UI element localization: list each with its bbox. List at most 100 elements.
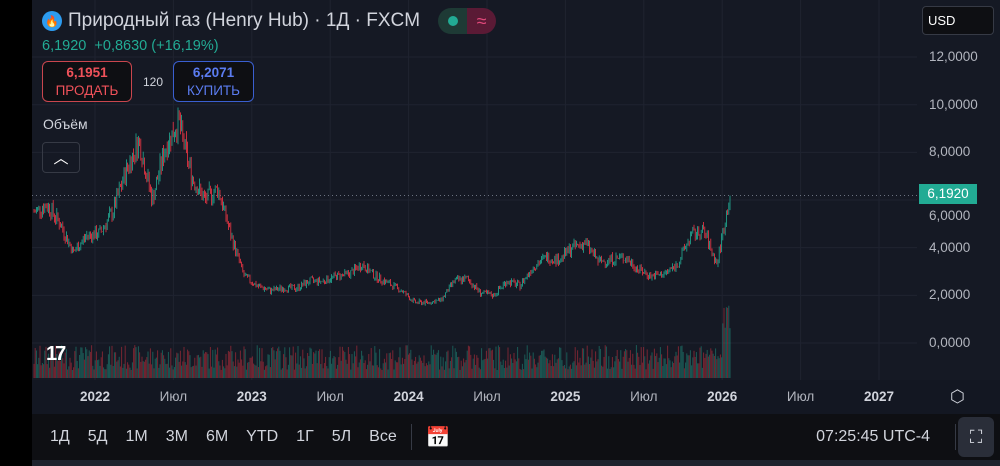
volume-bar — [223, 366, 225, 378]
volume-bar — [332, 358, 334, 378]
volume-bar — [273, 350, 275, 378]
range-button[interactable]: 5Д — [87, 428, 108, 445]
volume-bar — [565, 368, 567, 378]
range-button[interactable]: 3М — [165, 428, 188, 445]
volume-bar — [116, 361, 118, 378]
sell-button[interactable]: 6,1951 ПРОДАТЬ — [42, 61, 132, 102]
volume-bar — [471, 368, 473, 378]
market-status-toggle[interactable]: ≈ — [438, 8, 497, 34]
volume-bar — [83, 359, 85, 378]
volume-bar — [359, 359, 361, 378]
volume-bar — [409, 353, 411, 378]
range-button[interactable]: 1Д — [50, 428, 70, 445]
volume-bar — [467, 345, 469, 378]
volume-bar — [68, 366, 70, 378]
symbol-header[interactable]: 🔥 Природный газ (Henry Hub) · 1Д · FXCM … — [42, 8, 497, 34]
buy-button[interactable]: 6,2071 КУПИТЬ — [173, 61, 254, 102]
volume-bar — [214, 349, 216, 378]
volume-bar — [188, 351, 190, 378]
volume-bar — [104, 369, 106, 378]
range-button[interactable]: YTD — [246, 428, 279, 445]
volume-bar — [560, 347, 562, 378]
volume-bar — [121, 346, 123, 378]
volume-bar — [460, 360, 462, 378]
volume-bar — [448, 368, 450, 378]
volume-bar — [473, 354, 475, 378]
volume-bar — [262, 361, 264, 378]
chart-canvas[interactable] — [32, 0, 1000, 414]
volume-bar — [674, 356, 676, 378]
time-axis-label: Июл — [630, 389, 658, 404]
volume-bar — [709, 354, 711, 378]
collapse-legend-button[interactable]: ︿ — [42, 142, 80, 173]
volume-bar — [254, 364, 256, 378]
volume-bar — [350, 369, 352, 378]
volume-bar — [73, 367, 75, 378]
bottom-edge — [32, 460, 1000, 466]
volume-bar — [662, 366, 664, 378]
volume-bar — [95, 351, 97, 378]
volume-bar — [261, 348, 263, 378]
volume-bar — [670, 367, 672, 378]
volume-bar — [257, 367, 259, 378]
volume-bar — [41, 362, 43, 378]
volume-bar — [449, 360, 451, 378]
volume-bar — [436, 352, 438, 378]
time-axis-label: 2023 — [236, 389, 267, 404]
divider — [955, 424, 956, 450]
clock[interactable]: 07:25:45 UTC-4 — [816, 428, 930, 445]
volume-bar — [549, 360, 551, 378]
volume-bar — [231, 351, 233, 378]
volume-bar — [441, 366, 443, 378]
volume-bar — [308, 355, 310, 378]
settings-icon[interactable]: ⬡ — [950, 387, 965, 406]
volume-bar — [430, 345, 432, 378]
volume-bar — [339, 346, 341, 378]
volume-bar — [423, 355, 425, 378]
range-button[interactable]: Все — [369, 428, 397, 445]
volume-bar — [247, 362, 249, 378]
volume-bar — [544, 356, 546, 378]
price-axis-label: 12,0000 — [929, 49, 978, 64]
volume-bar — [699, 347, 701, 378]
range-button[interactable]: 1М — [125, 428, 148, 445]
volume-bar — [200, 356, 202, 378]
range-button[interactable]: 5Л — [331, 428, 352, 445]
calendar-goto-icon[interactable]: 📅 — [425, 426, 451, 449]
volume-bar — [711, 350, 713, 378]
volume-bar — [484, 358, 486, 378]
volume-bar — [554, 354, 556, 378]
range-button[interactable]: 6М — [205, 428, 229, 445]
volume-bar — [160, 352, 162, 378]
volume-bar — [106, 364, 108, 378]
volume-bar — [635, 345, 637, 378]
volume-bar — [221, 359, 223, 378]
flame-icon: 🔥 — [42, 11, 62, 31]
volume-bar — [226, 365, 228, 378]
volume-bar — [313, 352, 315, 378]
volume-bar — [57, 361, 59, 378]
volume-bar — [461, 366, 463, 378]
volume-bar — [400, 364, 402, 378]
volume-bar — [275, 351, 277, 378]
volume-bar — [53, 366, 55, 378]
volume-bar — [46, 364, 48, 378]
volume-bar — [716, 359, 718, 378]
volume-bar — [185, 364, 187, 378]
exit-fullscreen-icon[interactable]: ⛶ — [958, 417, 994, 457]
price-chart[interactable] — [32, 0, 1000, 414]
currency-select[interactable]: USD — [922, 6, 994, 35]
volume-bar — [256, 345, 258, 378]
volume-bar — [242, 365, 244, 378]
volume-bar — [325, 356, 327, 378]
volume-bar — [604, 345, 606, 378]
volume-bar — [113, 352, 115, 378]
range-button[interactable]: 1Г — [296, 428, 314, 445]
volume-bar — [607, 368, 609, 378]
volume-bar — [626, 350, 628, 378]
volume-bar — [723, 307, 725, 378]
volume-bar — [550, 365, 552, 378]
volume-bar — [538, 355, 540, 378]
volume-bar — [577, 350, 579, 378]
volume-bar — [398, 357, 400, 378]
